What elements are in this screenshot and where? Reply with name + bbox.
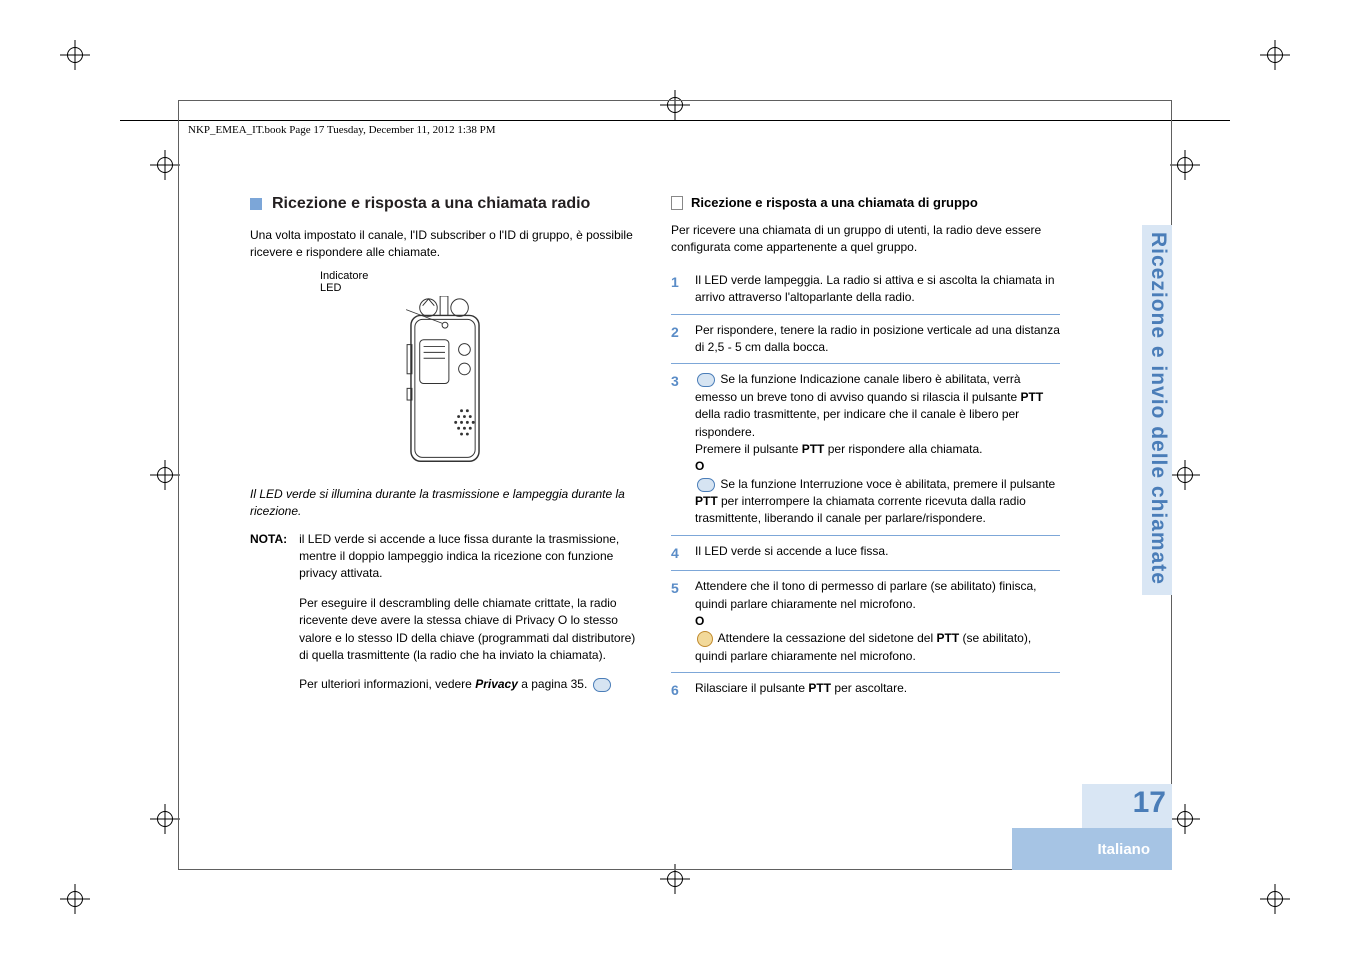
step-body: Attendere che il tono di permesso di par… <box>695 578 1060 665</box>
page-number: 17 <box>1082 784 1172 828</box>
feature-icon <box>697 478 715 492</box>
note-p2: Per eseguire il descrambling delle chiam… <box>299 595 639 665</box>
step-6: 6 Rilasciare il pulsante PTT per ascolta… <box>671 673 1060 707</box>
step-2: 2 Per rispondere, tenere la radio in pos… <box>671 315 1060 365</box>
note-label: NOTA: <box>250 531 287 702</box>
figure-label: Indicatore LED <box>320 270 639 294</box>
reg-mark <box>150 460 180 490</box>
subsection-heading: Ricezione e risposta a una chiamata di g… <box>671 195 1060 210</box>
crop-mark <box>1260 40 1290 70</box>
note-body: il LED verde si accende a luce fissa dur… <box>299 531 639 702</box>
subheading-text: Ricezione e risposta a una chiamata di g… <box>691 195 978 210</box>
section-title-text: Ricezione e risposta a una chiamata radi… <box>272 195 590 213</box>
language-label: Italiano <box>1012 828 1172 870</box>
reg-mark <box>1170 804 1200 834</box>
document-icon <box>671 196 683 210</box>
left-column: Ricezione e risposta a una chiamata radi… <box>250 195 639 707</box>
section-heading: Ricezione e risposta a una chiamata radi… <box>250 195 639 213</box>
step-3: 3 Se la funzione Indicazione canale libe… <box>671 364 1060 536</box>
reg-mark <box>1170 150 1200 180</box>
step-4: 4 Il LED verde si accende a luce fissa. <box>671 536 1060 571</box>
step-number: 1 <box>671 272 685 307</box>
feature-icon <box>697 373 715 387</box>
step-body: Per rispondere, tenere la radio in posiz… <box>695 322 1060 357</box>
reg-mark <box>150 150 180 180</box>
crop-mark <box>60 40 90 70</box>
bullet-square-icon <box>250 198 262 210</box>
side-tab-label: Ricezione e invio delle chiamate <box>1146 232 1170 585</box>
note-p3: Per ulteriori informazioni, vedere Priva… <box>299 676 639 693</box>
ptt-icon <box>697 631 713 647</box>
step-number: 4 <box>671 543 685 563</box>
privacy-link[interactable]: Privacy <box>475 677 518 691</box>
step-number: 6 <box>671 680 685 700</box>
reg-mark <box>1170 460 1200 490</box>
note-block: NOTA: il LED verde si accende a luce fis… <box>250 531 639 702</box>
step-5: 5 Attendere che il tono di permesso di p… <box>671 571 1060 673</box>
step-body: Il LED verde lampeggia. La radio si atti… <box>695 272 1060 307</box>
step-number: 2 <box>671 322 685 357</box>
figure-caption: Il LED verde si illumina durante la tras… <box>250 486 639 521</box>
intro-paragraph: Una volta impostato il canale, l'ID subs… <box>250 227 639 262</box>
step-number: 5 <box>671 578 685 665</box>
step-body: Rilasciare il pulsante PTT per ascoltare… <box>695 680 1060 700</box>
step-body: Il LED verde si accende a luce fissa. <box>695 543 1060 563</box>
right-column: Ricezione e risposta a una chiamata di g… <box>671 195 1060 707</box>
radio-illustration-icon <box>370 296 520 471</box>
step-body: Se la funzione Indicazione canale libero… <box>695 371 1060 528</box>
step-number: 3 <box>671 371 685 528</box>
note-p1: il LED verde si accende a luce fissa dur… <box>299 531 639 583</box>
crop-mark <box>60 884 90 914</box>
crop-mark <box>1260 884 1290 914</box>
radio-figure: Indicatore LED <box>250 270 639 476</box>
step-1: 1 Il LED verde lampeggia. La radio si at… <box>671 265 1060 315</box>
right-intro: Per ricevere una chiamata di un gruppo d… <box>671 222 1060 257</box>
info-icon <box>593 678 611 692</box>
reg-mark <box>150 804 180 834</box>
